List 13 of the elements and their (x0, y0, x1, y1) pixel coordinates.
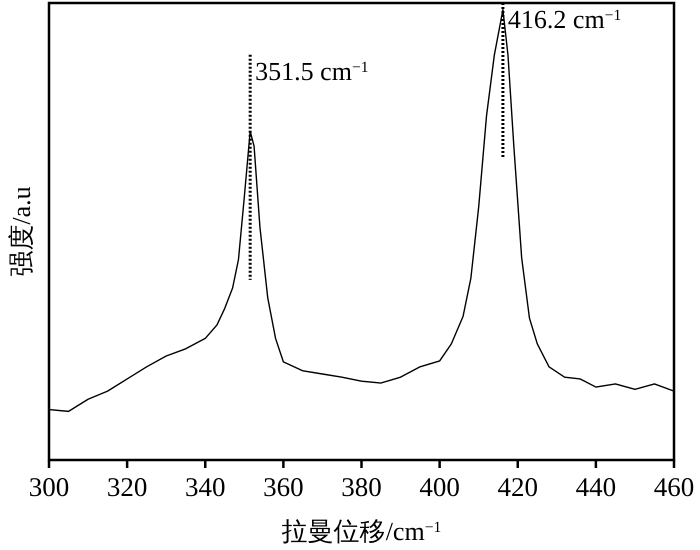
x-tick-label: 400 (419, 472, 460, 502)
y-axis-title: 强度/a.u (7, 186, 36, 277)
x-tick-label: 320 (106, 472, 148, 502)
x-tick-label: 420 (498, 472, 538, 502)
ref-line-label: 351.5 cm$^{−1}$ (255, 56, 369, 86)
x-tick-label: 340 (185, 472, 226, 502)
x-tick-label: 360 (263, 472, 304, 502)
x-tick-label: 440 (576, 472, 616, 502)
x-tick-label: 460 (654, 472, 694, 502)
x-tick-label: 300 (28, 472, 70, 502)
ref-line-label: 416.2 cm$^{−1}$ (508, 5, 622, 34)
x-tick-label: 380 (341, 472, 382, 502)
x-axis-title: 拉曼位移/cm$^{−1}$ (282, 517, 442, 546)
